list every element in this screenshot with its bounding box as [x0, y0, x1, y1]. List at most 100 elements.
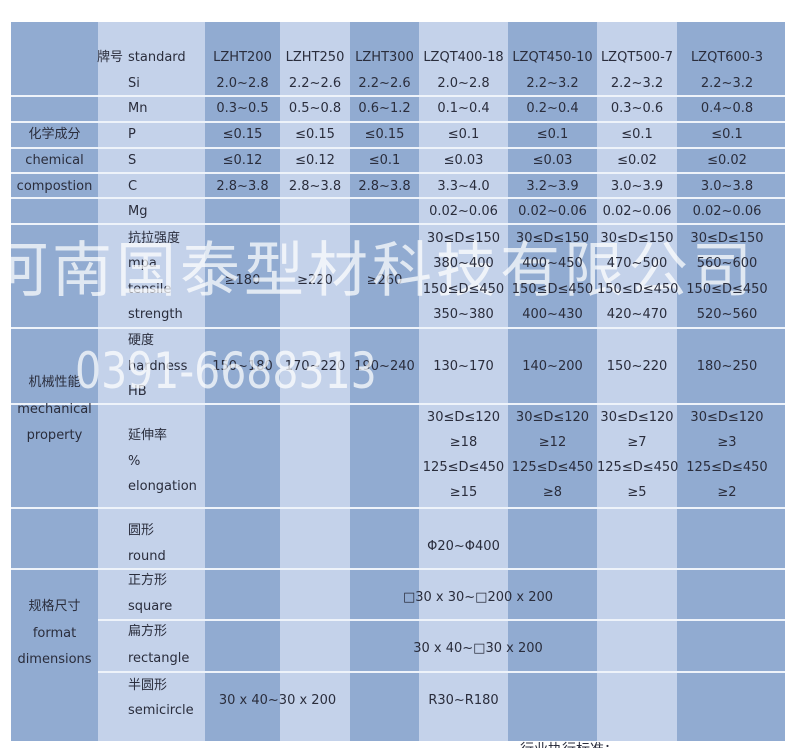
- tensile-qt-value: 30≤D≤150: [515, 231, 590, 246]
- mechanical-label-cn: 机械性能: [28, 375, 81, 390]
- chemical-label-en: compostion: [16, 179, 93, 194]
- hardness-value: 150~220: [606, 359, 668, 374]
- tensile-qt-value: 30≤D≤150: [690, 231, 764, 246]
- row-divider: [98, 671, 785, 673]
- grade-header: LZHT250: [285, 50, 345, 65]
- composition-value: ≤0.1: [368, 153, 401, 168]
- hardness-value: 180~250: [696, 359, 758, 374]
- hardness-value: 130~170: [433, 359, 494, 374]
- format-label-cn: 规格尺寸: [28, 599, 81, 614]
- mechanical-label-en: mechanical: [17, 402, 92, 417]
- elongation-qt-value: ≥7: [627, 435, 647, 450]
- composition-value: 0.3~0.5: [216, 101, 269, 116]
- rectangle-label: rectangle: [128, 651, 190, 666]
- round-value: Φ20~Φ400: [427, 539, 500, 554]
- row-divider: [98, 619, 785, 621]
- hardness-value: 150~180: [212, 359, 273, 374]
- grade-header: LZQT600-3: [690, 50, 764, 65]
- elongation-label: 延伸率: [128, 428, 168, 443]
- row-divider: [11, 223, 785, 225]
- composition-value: ≤0.1: [536, 127, 569, 142]
- column-bg: [597, 22, 677, 741]
- hardness-value: 190~240: [354, 359, 415, 374]
- elongation-qt-value: 30≤D≤120: [426, 410, 501, 425]
- row-divider: [11, 147, 785, 149]
- elongation-qt-value: 125≤D≤450: [686, 460, 768, 475]
- composition-value: 2.2~2.6: [288, 76, 342, 91]
- composition-value: 2.2~2.6: [358, 76, 411, 91]
- tensile-qt-value: 350~380: [433, 307, 494, 322]
- composition-value: ≤0.15: [364, 127, 405, 142]
- composition-value: ≤0.1: [621, 127, 653, 142]
- elongation-qt-value: 30≤D≤120: [690, 410, 764, 425]
- tensile-value: ≥260: [366, 273, 403, 288]
- elongation-qt-value: 125≤D≤450: [422, 460, 505, 475]
- composition-value: ≤0.02: [707, 153, 747, 168]
- composition-value: 0.02~0.06: [602, 204, 672, 219]
- column-bg: [419, 22, 508, 741]
- grade-header: LZHT300: [355, 50, 414, 65]
- tensile-qt-value: 150≤D≤450: [597, 282, 679, 297]
- element-name: Mn: [128, 101, 148, 116]
- elongation-qt-value: ≥8: [542, 485, 563, 500]
- elongation-label: %: [128, 454, 141, 469]
- elongation-qt-value: 30≤D≤120: [600, 410, 674, 425]
- hardness-value: 170~220: [284, 359, 346, 374]
- composition-value: 0.02~0.06: [429, 204, 498, 219]
- tensile-qt-value: 400~430: [522, 307, 583, 322]
- tensile-qt-value: 420~470: [606, 307, 668, 322]
- composition-value: 2.0~2.8: [216, 76, 269, 91]
- elongation-label: elongation: [128, 479, 197, 494]
- composition-value: 3.3~4.0: [437, 179, 490, 194]
- element-name: C: [128, 179, 138, 194]
- element-name: Si: [128, 76, 140, 91]
- elongation-qt-value: 125≤D≤450: [511, 460, 594, 475]
- row-divider: [11, 197, 785, 199]
- composition-value: ≤0.03: [532, 153, 573, 168]
- semicircle-label: semicircle: [128, 703, 194, 718]
- composition-value: 0.3~0.6: [610, 101, 664, 116]
- composition-value: ≤0.12: [295, 153, 335, 168]
- tensile-label: tensile: [128, 282, 172, 297]
- tensile-qt-value: 560~600: [696, 256, 758, 271]
- tensile-qt-value: 30≤D≤150: [426, 231, 501, 246]
- element-name: P: [128, 127, 136, 142]
- composition-value: 3.0~3.8: [700, 179, 754, 194]
- composition-value: ≤0.1: [447, 127, 480, 142]
- column-bg: [350, 22, 419, 741]
- row-divider: [11, 568, 785, 570]
- tensile-qt-value: 150≤D≤450: [686, 282, 768, 297]
- tensile-label: strength: [128, 307, 183, 322]
- composition-value: ≤0.1: [711, 127, 743, 142]
- composition-value: ≤0.12: [222, 153, 263, 168]
- round-label: 圆形: [128, 523, 155, 538]
- grade-header: LZHT200: [213, 50, 272, 65]
- grade-header: LZQT400-18: [423, 50, 504, 65]
- column-bg: [508, 22, 597, 741]
- composition-value: ≤0.02: [617, 153, 657, 168]
- hardness-value: 140~200: [522, 359, 583, 374]
- square-label: 正方形: [128, 573, 168, 588]
- grade-header: LZQT500-7: [600, 50, 674, 65]
- mechanical-label-en: property: [26, 428, 83, 443]
- tensile-qt-value: 150≤D≤450: [422, 282, 505, 297]
- composition-value: ≤0.03: [443, 153, 484, 168]
- elongation-qt-value: ≥2: [717, 485, 737, 500]
- elongation-qt-value: 125≤D≤450: [597, 460, 679, 475]
- chemical-label-cn: 化学成分: [28, 127, 81, 142]
- element-name: S: [128, 153, 137, 168]
- tensile-qt-value: 470~500: [606, 256, 668, 271]
- row-divider: [11, 121, 785, 123]
- hardness-label: hardness: [128, 359, 188, 374]
- format-label-en: dimensions: [17, 652, 92, 667]
- semicircle-qt-value: R30~R180: [428, 693, 499, 708]
- tensile-qt-value: 380~400: [433, 256, 494, 271]
- composition-value: 2.8~3.8: [216, 179, 269, 194]
- tensile-qt-value: 150≤D≤450: [511, 282, 594, 297]
- tensile-value: ≥220: [297, 273, 333, 288]
- composition-value: 0.2~0.4: [526, 101, 579, 116]
- column-bg: [205, 22, 280, 741]
- row-divider: [11, 507, 785, 509]
- column-bg: [11, 22, 98, 741]
